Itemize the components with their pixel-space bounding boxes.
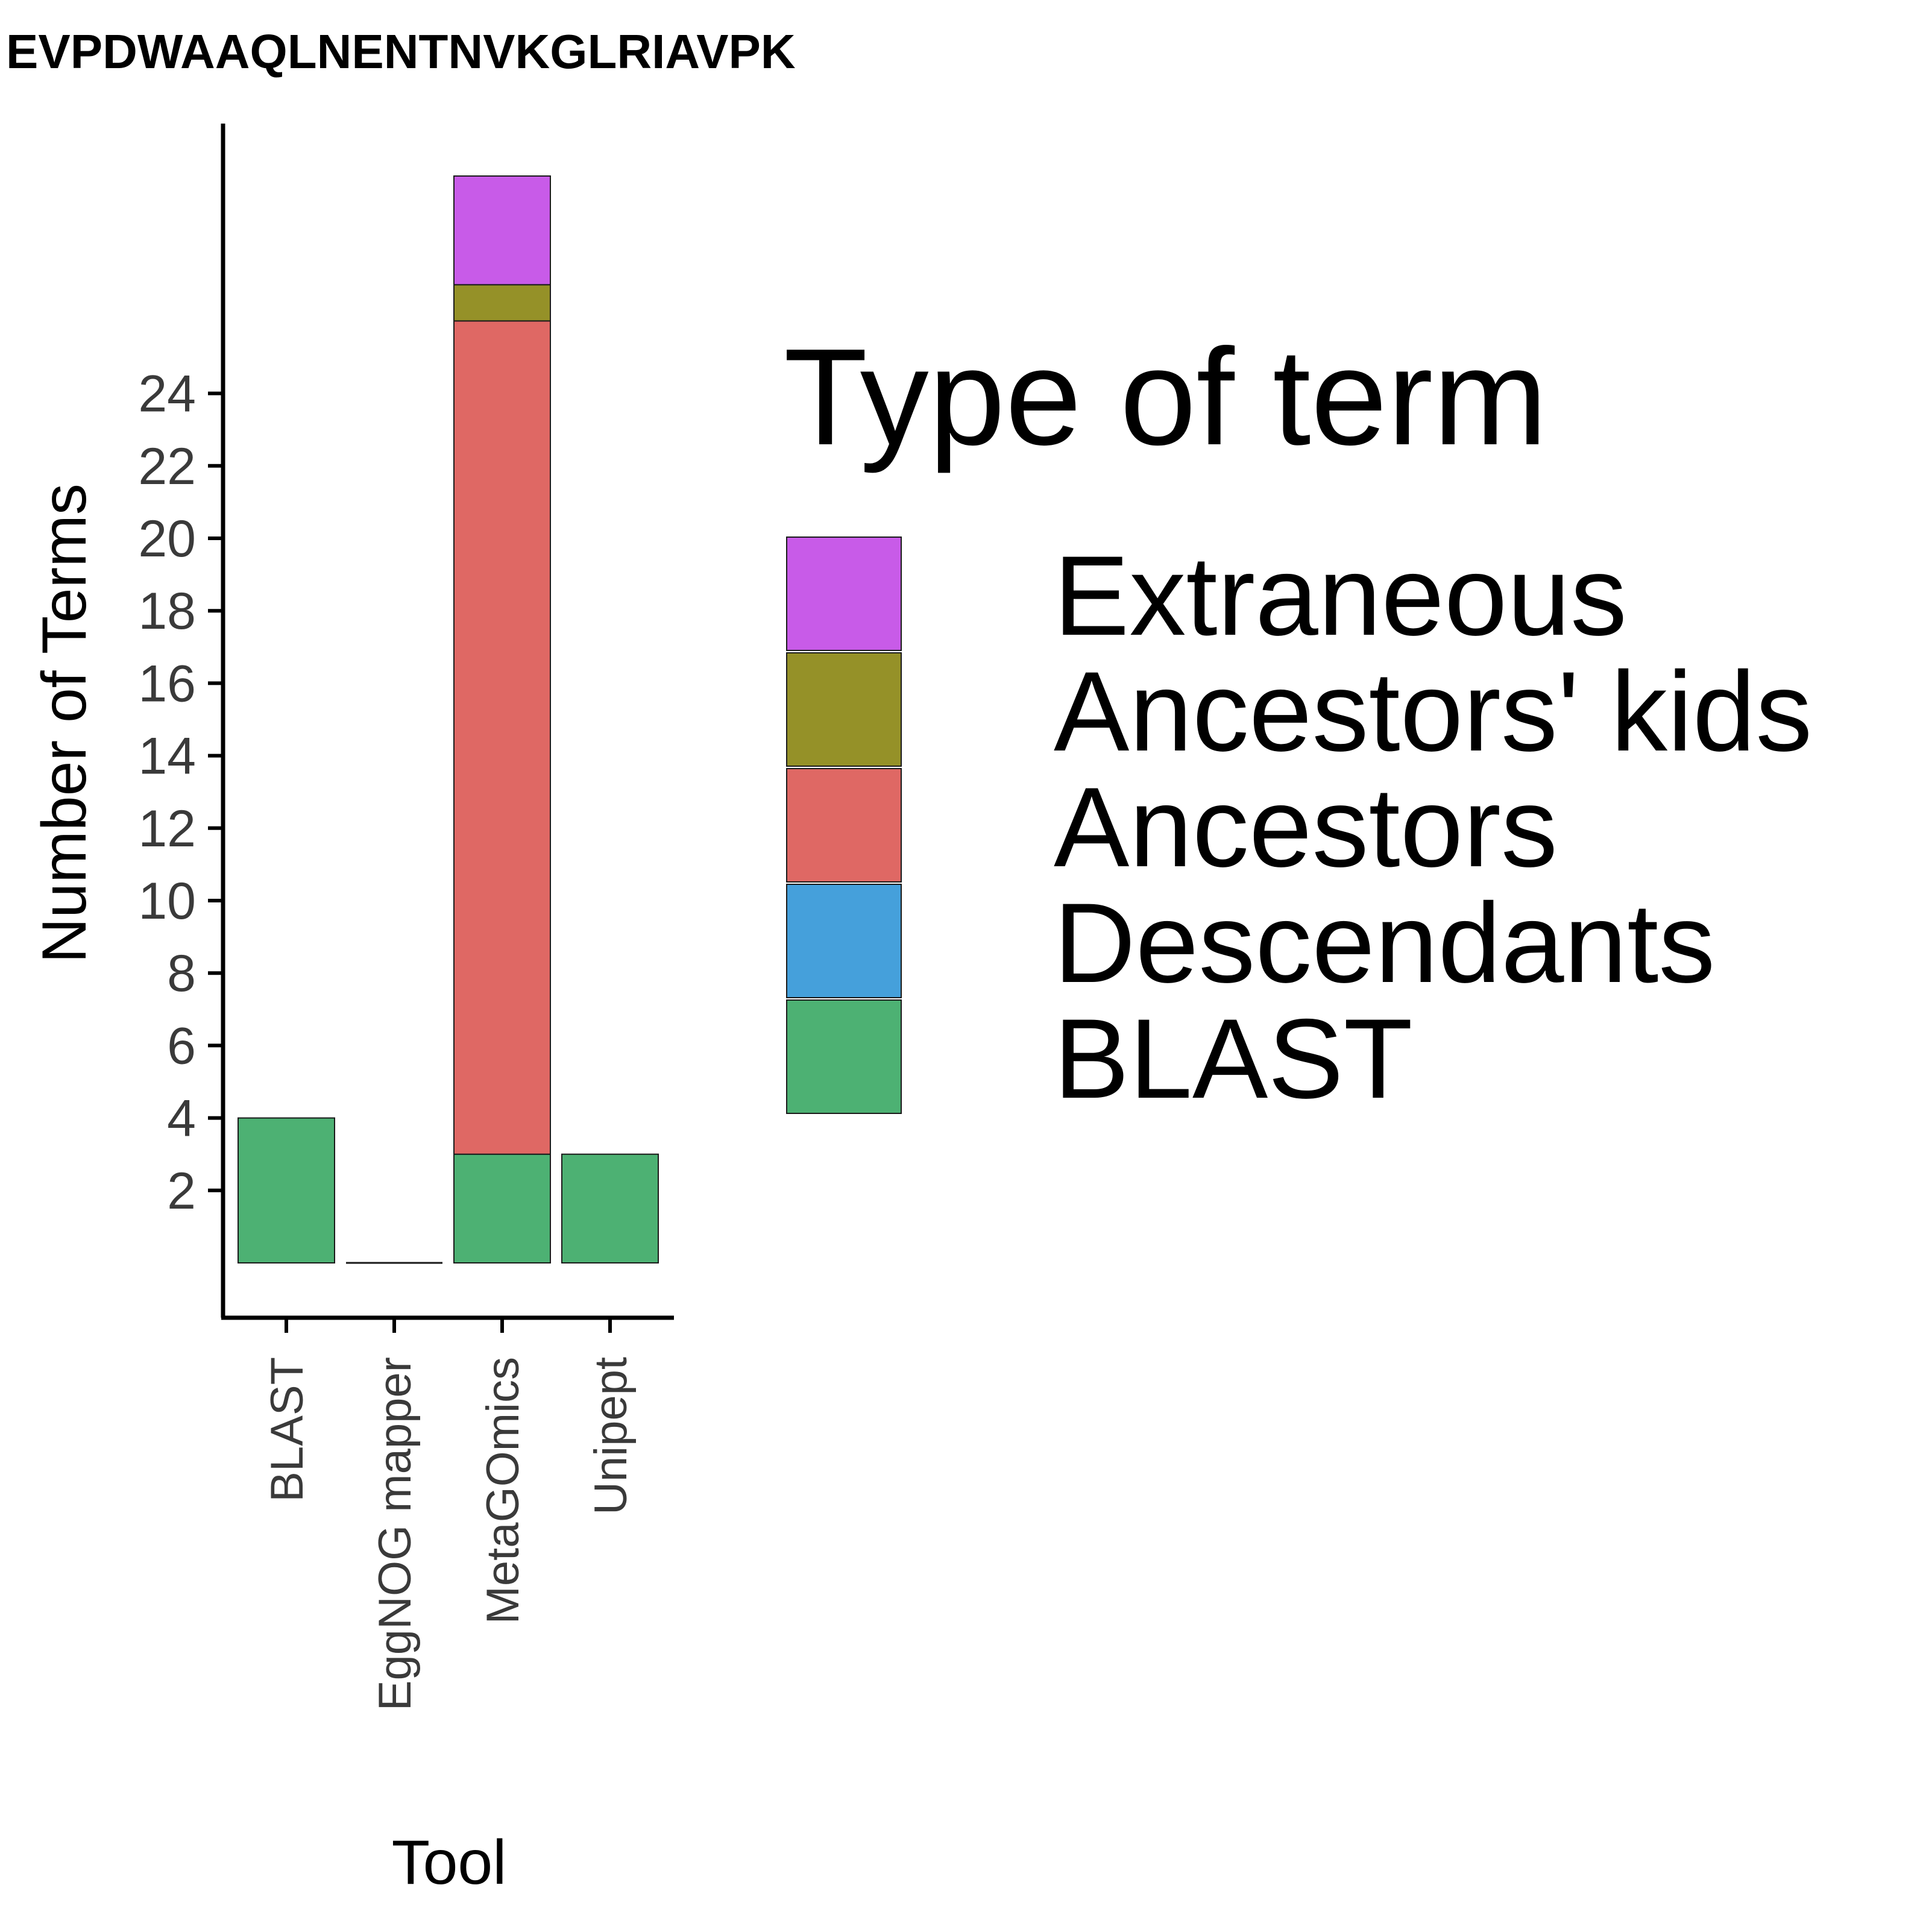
legend-label: Ancestors — [1054, 764, 1558, 890]
legend-key — [786, 768, 902, 883]
y-tick-label: 16 — [138, 655, 196, 713]
chart-title: EVPDWAAQLNENTNVKGLRIAVPK — [6, 25, 796, 78]
bar-segment — [238, 1117, 335, 1263]
x-tick-label: EggNOG mapper — [370, 1357, 421, 1711]
x-tick-label: MetaGOmics — [477, 1357, 529, 1624]
bar-segment — [453, 320, 551, 1155]
bar-segment — [453, 175, 551, 286]
y-tick-label: 14 — [138, 728, 196, 785]
bar-segment — [561, 1153, 659, 1263]
y-tick-label: 24 — [138, 365, 196, 423]
y-axis-label: Number of Terms — [30, 483, 99, 963]
legend-label: Extraneous — [1054, 532, 1627, 659]
plot-bars — [238, 175, 659, 1264]
legend-key — [786, 999, 902, 1114]
legend-label: Ancestors' kids — [1054, 648, 1812, 775]
x-axis: BLAST EggNOG mapper MetaGOmics Unipept — [221, 1315, 674, 1711]
x-tick-label: Unipept — [585, 1357, 637, 1515]
y-tick-label: 18 — [138, 582, 196, 640]
legend-title: Type of term — [784, 321, 1547, 474]
y-tick-label: 12 — [138, 800, 196, 858]
bar-segment — [453, 284, 551, 322]
legend-label: Descendants — [1054, 879, 1715, 1006]
legend-label: BLAST — [1054, 995, 1413, 1122]
y-tick-label: 2 — [167, 1162, 196, 1220]
x-axis-label: Tool — [392, 1828, 507, 1898]
legend-key — [786, 652, 902, 767]
y-tick-label: 6 — [167, 1017, 196, 1075]
y-tick-label: 22 — [138, 438, 196, 496]
x-tick-label: BLAST — [262, 1357, 313, 1502]
y-tick-label: 8 — [167, 945, 196, 1002]
bar-segment — [453, 1153, 551, 1263]
legend-key — [786, 884, 902, 998]
y-tick-label: 4 — [167, 1090, 196, 1148]
legend-key — [786, 536, 902, 651]
y-tick-label: 20 — [138, 510, 196, 568]
y-tick-label: 10 — [138, 872, 196, 930]
